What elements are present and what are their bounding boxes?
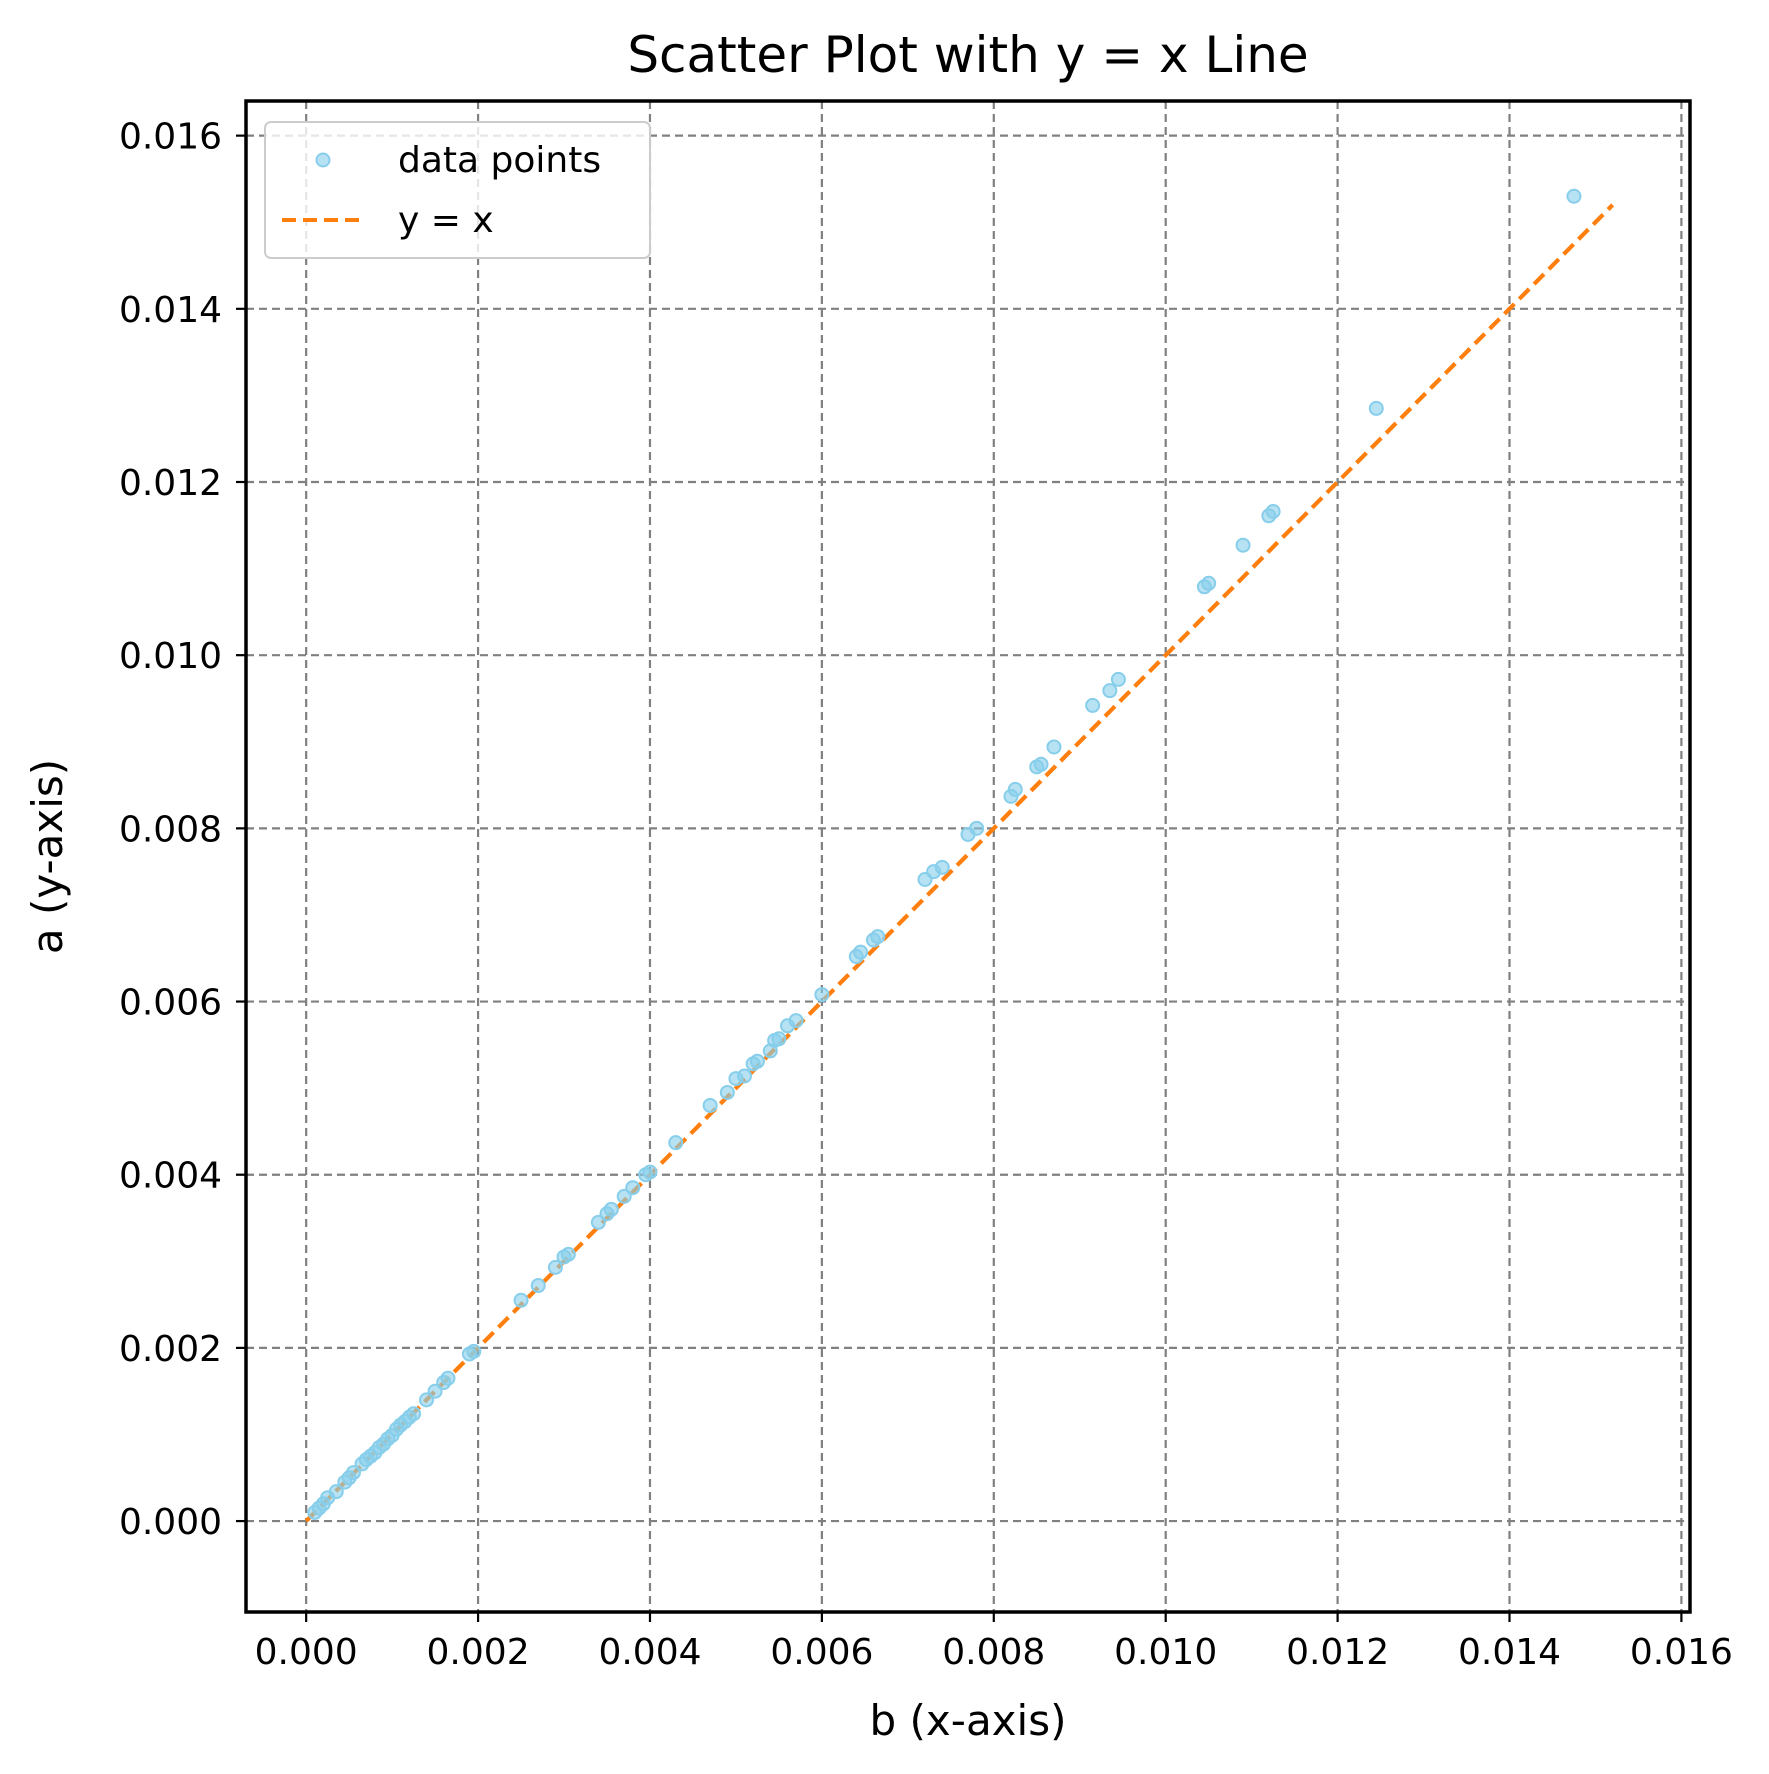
data-point <box>466 1343 482 1359</box>
data-point <box>328 1484 344 1500</box>
y-tick-label: 0.006 <box>119 983 222 1024</box>
data-point <box>419 1392 434 1408</box>
data-point <box>719 1084 735 1100</box>
x-tick-label: 0.016 <box>1630 1632 1733 1673</box>
data-point <box>1566 188 1582 204</box>
data-point <box>1007 781 1023 797</box>
data-point <box>737 1068 753 1084</box>
y-axis-label: a (y-axis) <box>23 759 72 954</box>
data-point <box>1085 697 1101 713</box>
x-tick-label: 0.002 <box>427 1632 530 1673</box>
y-tick-label: 0.012 <box>119 463 222 504</box>
y-tick-label: 0.002 <box>119 1329 222 1370</box>
data-point <box>513 1292 529 1308</box>
legend-label-reference-line: y = x <box>398 200 494 241</box>
data-point <box>547 1259 563 1275</box>
chart-title: Scatter Plot with y = x Line <box>627 26 1308 84</box>
x-tick-label: 0.004 <box>598 1632 701 1673</box>
axis-ticks: 0.000 0.002 0.004 0.006 0.008 0.010 0.012 0.014… <box>119 117 1733 1673</box>
data-point <box>625 1180 641 1196</box>
x-tick-label: 0.012 <box>1286 1632 1389 1673</box>
x-tick-label: 0.000 <box>255 1632 358 1673</box>
x-tick-label: 0.014 <box>1458 1632 1561 1673</box>
y-tick-label: 0.000 <box>119 1502 222 1543</box>
data-point <box>870 929 886 945</box>
x-axis-label: b (x-axis) <box>870 1696 1067 1745</box>
x-tick-label: 0.010 <box>1114 1632 1217 1673</box>
data-point <box>590 1214 606 1230</box>
data-point <box>1033 756 1049 772</box>
reference-line-y-equals-x <box>304 203 1615 1523</box>
y-tick-label: 0.008 <box>119 809 222 850</box>
data-point <box>642 1164 658 1180</box>
legend-box <box>264 121 651 259</box>
data-point <box>345 1465 361 1481</box>
data-point <box>560 1246 576 1262</box>
data-point <box>1102 683 1118 699</box>
y-tick-label: 0.004 <box>119 1156 222 1197</box>
data-point <box>934 859 950 875</box>
legend-label-data-points: data points <box>398 140 601 181</box>
data-point <box>616 1188 632 1204</box>
reference-line-layer <box>304 203 1615 1523</box>
data-point <box>788 1013 804 1029</box>
data-point <box>853 944 869 960</box>
data-point <box>814 987 830 1003</box>
data-points-layer <box>307 188 1582 1520</box>
data-point <box>1110 671 1126 687</box>
data-point <box>1265 503 1281 519</box>
y-tick-label: 0.010 <box>119 636 222 677</box>
grid-lines <box>246 101 1690 1612</box>
data-point <box>771 1031 787 1047</box>
data-point <box>749 1053 765 1069</box>
data-point <box>440 1370 456 1386</box>
data-point <box>702 1097 718 1113</box>
data-point <box>603 1201 619 1217</box>
data-point <box>668 1135 684 1151</box>
legend: data points y = x <box>264 121 651 259</box>
data-point <box>530 1278 546 1294</box>
data-point <box>406 1406 422 1422</box>
data-point <box>1046 739 1062 755</box>
y-tick-label: 0.016 <box>119 117 222 158</box>
plot-frame <box>244 99 1692 1614</box>
data-point <box>1368 400 1384 416</box>
data-point <box>1201 575 1217 591</box>
x-tick-label: 0.008 <box>942 1632 1045 1673</box>
x-tick-label: 0.006 <box>770 1632 873 1673</box>
y-tick-label: 0.014 <box>119 290 222 331</box>
data-point <box>1235 537 1251 553</box>
data-point <box>969 820 985 836</box>
data-point <box>427 1383 443 1399</box>
legend-marker-data-points <box>315 152 331 168</box>
